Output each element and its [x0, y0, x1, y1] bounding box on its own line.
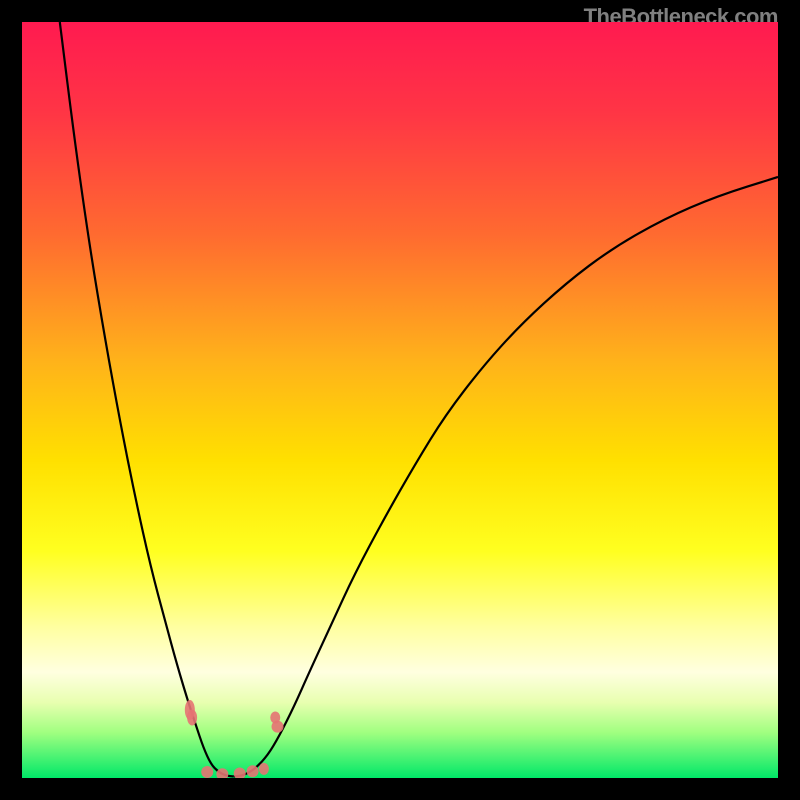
chart-svg — [22, 22, 778, 778]
marker-point — [247, 765, 259, 777]
marker-point — [270, 712, 280, 724]
bottleneck-chart — [22, 22, 778, 778]
marker-point — [187, 710, 197, 726]
marker-point — [201, 766, 213, 778]
gradient-background — [22, 22, 778, 778]
marker-point — [259, 763, 269, 775]
